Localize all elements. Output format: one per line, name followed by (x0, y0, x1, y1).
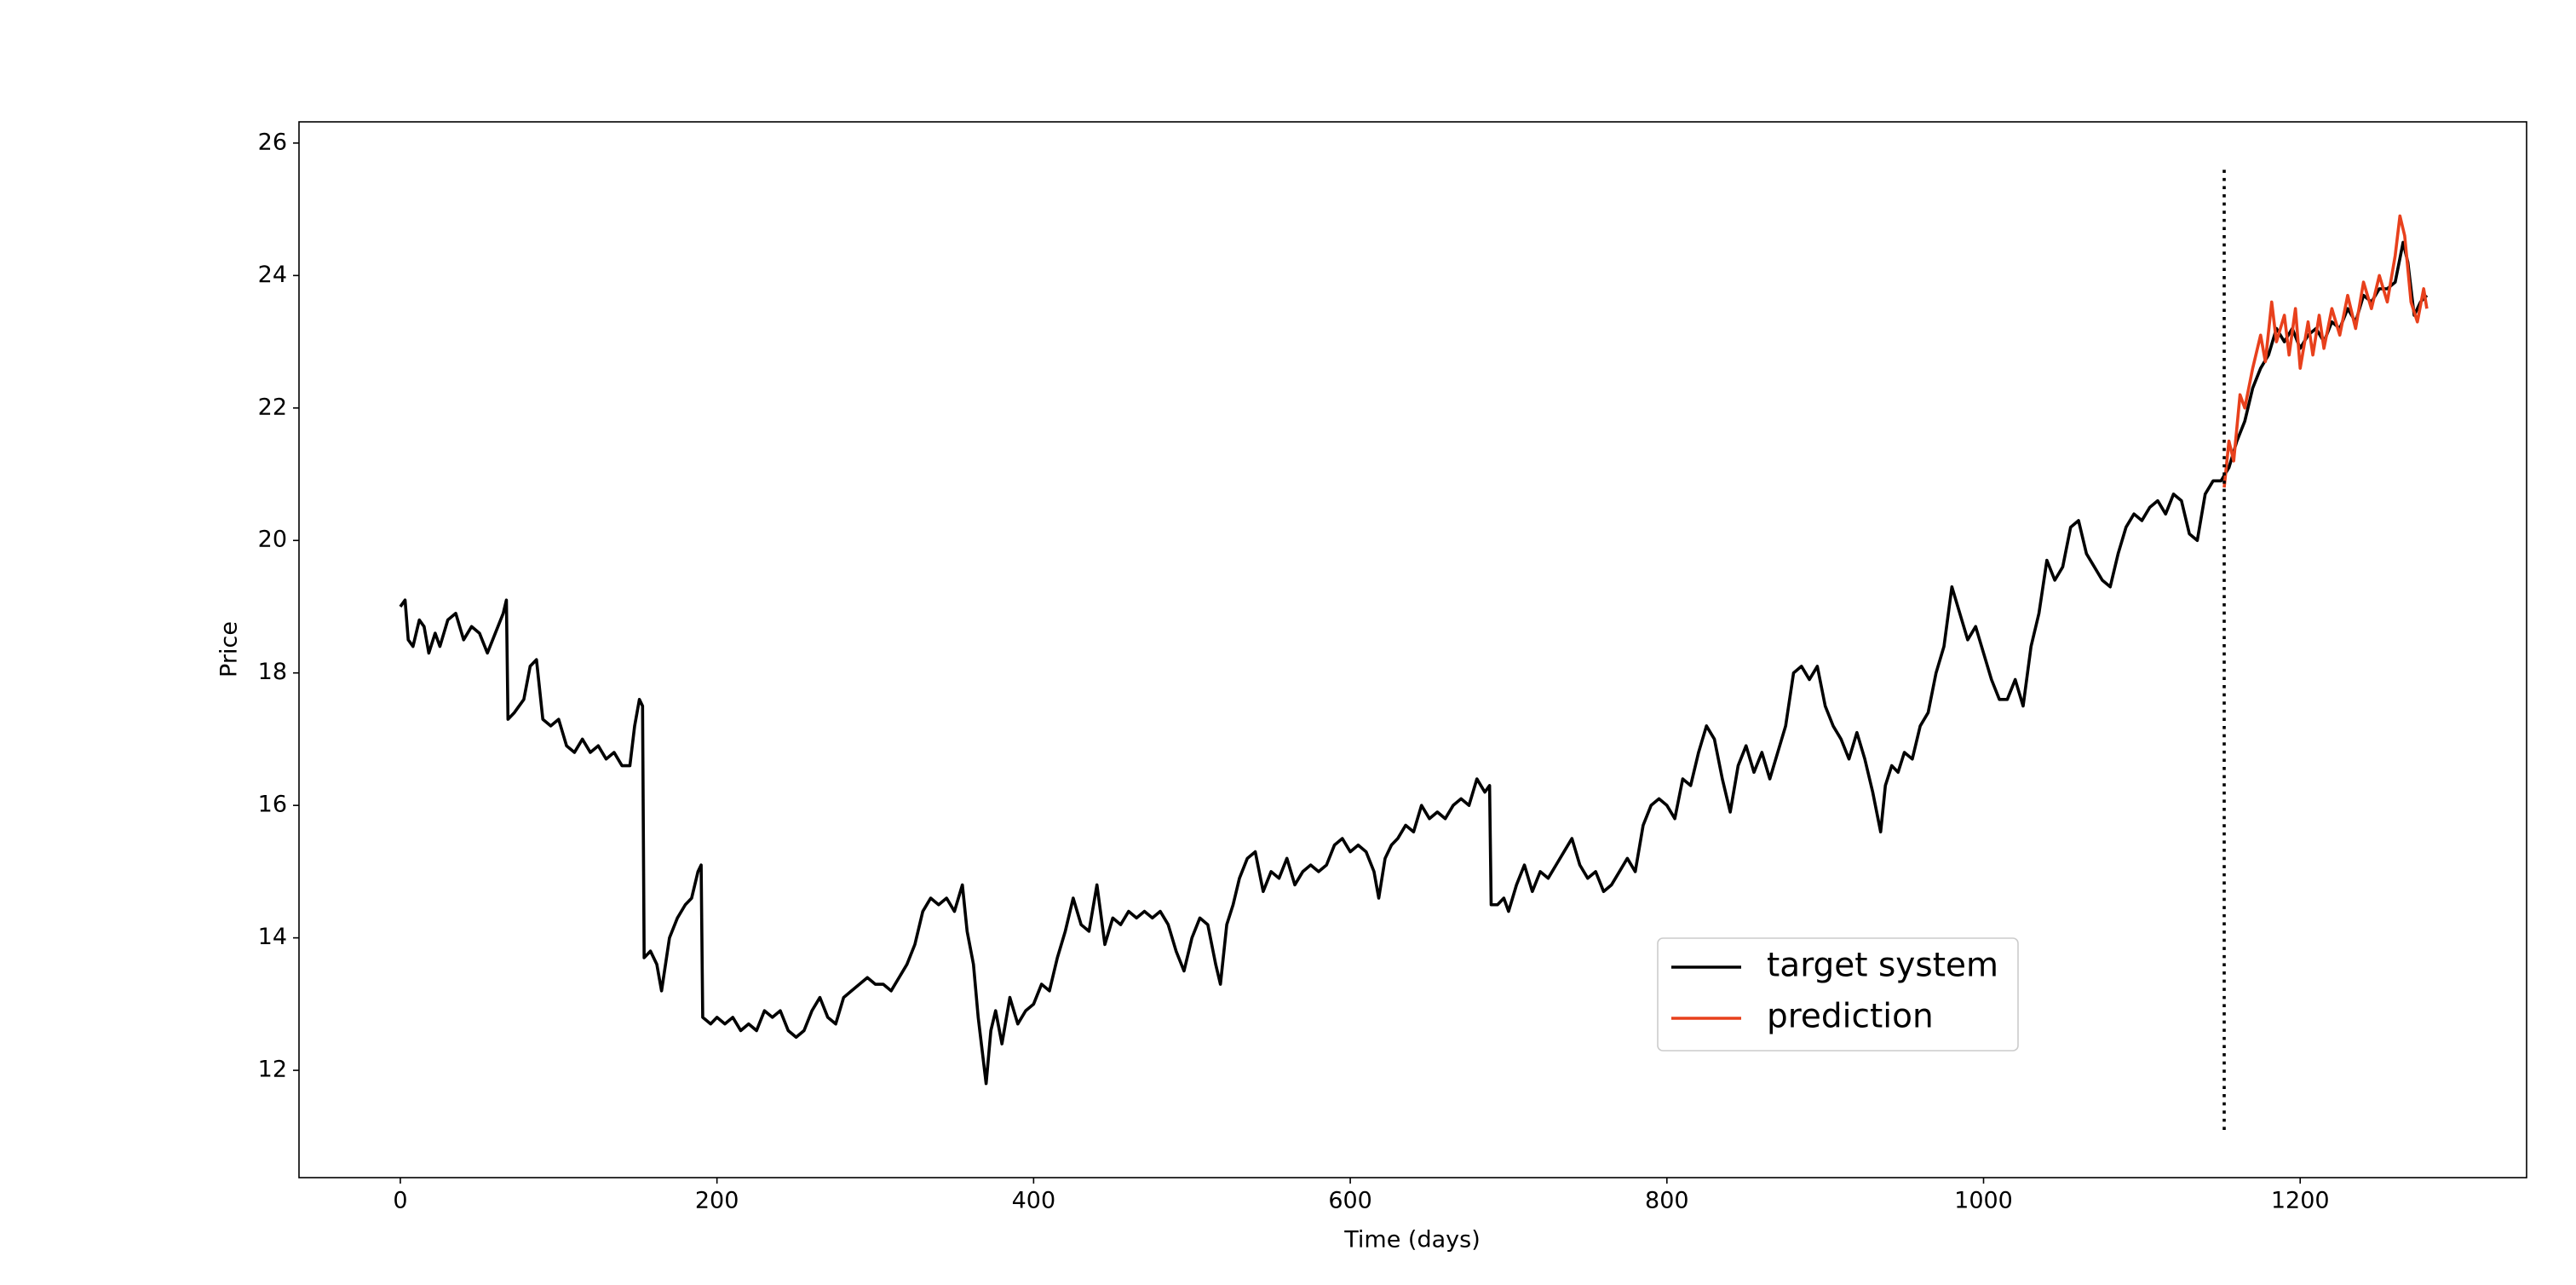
y-tick-label: 26 (258, 129, 287, 155)
y-tick-label: 14 (258, 924, 287, 950)
series-line (399, 240, 2429, 1086)
x-tick-label: 600 (1328, 1188, 1372, 1214)
series-line (2222, 214, 2429, 488)
y-tick-label: 18 (258, 659, 287, 685)
x-tick-label: 0 (393, 1188, 407, 1214)
x-tick-label: 800 (1645, 1188, 1689, 1214)
y-tick-label: 12 (258, 1057, 287, 1083)
y-axis-label: Price (216, 621, 243, 677)
legend-box (1657, 937, 2019, 1052)
y-tick-label: 16 (258, 792, 287, 818)
legend: target system prediction (1657, 937, 2019, 1052)
x-tick-label: 1000 (1954, 1188, 2013, 1214)
x-tick-label: 200 (695, 1188, 739, 1214)
y-tick-label: 22 (258, 394, 287, 420)
y-tick-label: 20 (258, 527, 287, 553)
x-tick-label: 1200 (2271, 1188, 2330, 1214)
legend-label: prediction (1767, 998, 1934, 1036)
y-tick-label: 24 (258, 262, 287, 288)
x-axis-label: Time (days) (1343, 1227, 1480, 1253)
legend-label: target system (1767, 947, 1998, 985)
plot-frame (298, 121, 2527, 1178)
x-tick-label: 400 (1012, 1188, 1056, 1214)
